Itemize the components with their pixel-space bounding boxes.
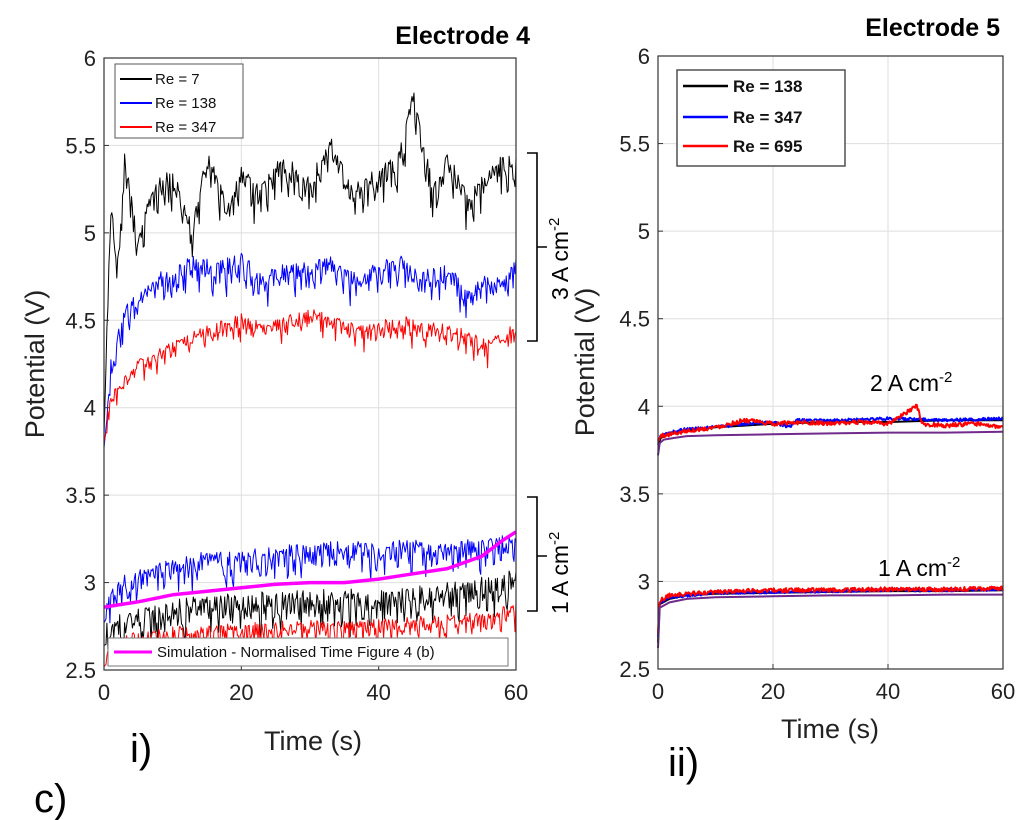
legend-label: Re = 695: [733, 137, 802, 156]
x-tick-label: 0: [98, 680, 110, 705]
y-axis-label: Potential (V): [570, 288, 600, 437]
y-tick-label: 4: [638, 394, 650, 419]
series-line: [103, 252, 517, 448]
tick-labels: 2.533.544.555.560 20 40 60: [619, 44, 1015, 704]
x-tick-label: 20: [761, 679, 785, 704]
legend-label: Re = 347: [155, 119, 216, 136]
x-tick-label: 60: [991, 679, 1015, 704]
y-tick-label: 2.5: [619, 657, 650, 682]
axes-box: [103, 57, 517, 671]
y-tick-label: 3.5: [65, 483, 96, 508]
bracket-3a-shape: [527, 152, 547, 342]
y-tick-label: 5.5: [619, 132, 650, 157]
x-tick-label: 0: [652, 679, 664, 704]
plot-electrode-4: 2.533.544.555.560 20 40 60 Electrode 4 Time…: [20, 22, 573, 771]
y-tick-label: 5: [638, 219, 650, 244]
annotation-1a: 1 A cm-2: [546, 532, 573, 614]
x-axis-label: Time (s): [264, 726, 362, 756]
bracket-1a-shape: [527, 496, 547, 612]
y-tick-label: 3: [84, 571, 96, 596]
y-tick-label: 4: [84, 396, 96, 421]
legend: Re = 138 Re = 347 Re = 695: [676, 69, 846, 167]
x-tick-label: 60: [504, 680, 528, 705]
panel-label: i): [130, 727, 152, 771]
annotation-1a: 1 A cm-2: [878, 554, 960, 581]
legend: Re = 7 Re = 138 Re = 347: [114, 63, 244, 139]
y-tick-label: 6: [84, 46, 96, 71]
y-tick-label: 4.5: [619, 307, 650, 332]
y-tick-label: 5: [84, 221, 96, 246]
annotation-3a: 3 A cm-2: [546, 218, 573, 300]
series-line: [103, 309, 517, 443]
y-axis-label: Potential (V): [20, 290, 50, 439]
legend-box: [114, 63, 244, 139]
series-line: [103, 602, 517, 667]
x-tick-label: 40: [366, 680, 390, 705]
x-axis-label: Time (s): [781, 714, 879, 744]
y-tick-label: 3: [638, 569, 650, 594]
y-tick-label: 2.5: [65, 658, 96, 683]
legend-label: Re = 138: [733, 77, 802, 96]
series-line: [103, 535, 517, 624]
chart-title: Electrode 4: [395, 22, 530, 50]
bracket-1a: 1 A cm-2: [527, 496, 573, 614]
axes-box: [657, 55, 1004, 670]
series-line: [657, 585, 1004, 634]
series-line: [103, 570, 517, 655]
x-tick-label: 40: [876, 679, 900, 704]
legend-label: Re = 347: [733, 108, 802, 127]
plot-area: [104, 58, 516, 670]
y-tick-label: 5.5: [65, 133, 96, 158]
y-tick-label: 6: [638, 44, 650, 69]
series-line: [103, 92, 517, 436]
legend-label: Re = 138: [155, 95, 216, 112]
series-line: [657, 403, 1004, 442]
bracket-3a: 3 A cm-2: [527, 152, 573, 342]
figure-label: c): [34, 777, 67, 820]
simulation-legend: Simulation - Normalised Time Figure 4 (b…: [107, 637, 509, 667]
tick-labels: 2.533.544.555.560 20 40 60: [65, 46, 528, 705]
plot-electrode-5: 2.533.544.555.560 20 40 60 Electrode 5 Time…: [570, 14, 1015, 785]
series-line: [657, 593, 1003, 649]
legend-label: Re = 7: [155, 71, 200, 88]
y-tick-label: 4.5: [65, 308, 96, 333]
simulation-legend-label: Simulation - Normalised Time Figure 4 (b…: [157, 644, 435, 661]
series-group: [103, 92, 517, 667]
series-line: [657, 430, 1004, 456]
y-tick-label: 3.5: [619, 482, 650, 507]
annotation-2a: 2 A cm-2: [870, 369, 952, 396]
panel-label: ii): [668, 741, 699, 785]
simulation-legend-box: [107, 637, 509, 667]
series-line: [103, 530, 517, 609]
chart-title: Electrode 5: [865, 14, 1000, 42]
x-tick-label: 20: [229, 680, 253, 705]
series-group: [657, 403, 1004, 649]
